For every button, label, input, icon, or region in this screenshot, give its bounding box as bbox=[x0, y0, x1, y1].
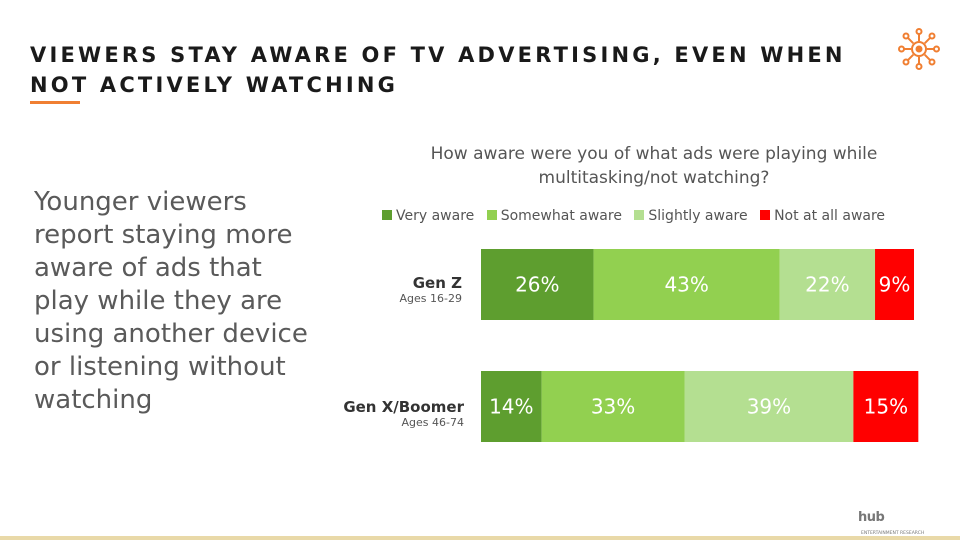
bar-segment-gen-x-boomer-not-at-all-aware bbox=[853, 371, 919, 442]
hub-logo-subtitle: ENTERTAINMENT RESEARCH bbox=[861, 531, 925, 536]
chart-legend: Very aware Somewhat aware Slightly aware… bbox=[382, 208, 942, 228]
data-label-gen-z-not-at-all-aware: 9% bbox=[879, 273, 911, 297]
chart-title: How aware were you of what ads were play… bbox=[430, 144, 878, 188]
data-label-gen-x-boomer-very-aware: 14% bbox=[489, 395, 533, 419]
data-label-gen-z-somewhat-aware: 43% bbox=[664, 273, 708, 297]
legend-label: Not at all aware bbox=[774, 208, 886, 224]
footer-rule bbox=[0, 536, 960, 540]
category-name: Gen X/Boomer bbox=[343, 398, 464, 416]
bar-segment-gen-z-somewhat-aware bbox=[593, 249, 780, 320]
legend-swatch bbox=[382, 210, 392, 220]
data-label-gen-x-boomer-somewhat-aware: 33% bbox=[591, 395, 635, 419]
category-age-range: Ages 16-29 bbox=[399, 292, 462, 305]
legend-swatch bbox=[486, 210, 497, 220]
legend-item-slightly-aware: Slightly aware bbox=[634, 208, 748, 224]
sun-network-icon bbox=[898, 28, 940, 70]
legend-item-not-at-all-aware: Not at all aware bbox=[760, 208, 885, 224]
legend-item-very-aware: Very aware bbox=[382, 208, 474, 224]
category-name: Gen Z bbox=[412, 274, 462, 292]
bar-segment-gen-z-not-at-all-aware bbox=[875, 249, 914, 320]
title-underline bbox=[30, 101, 80, 104]
bar-segment-gen-z-slightly-aware bbox=[779, 249, 876, 320]
key-insight-text: Younger viewers report staying more awar… bbox=[34, 187, 308, 415]
legend-label: Somewhat aware bbox=[500, 208, 622, 224]
slide-title: VIEWERS STAY AWARE OF TV ADVERTISING, EV… bbox=[30, 43, 846, 97]
legend-item-somewhat-aware: Somewhat aware bbox=[486, 208, 622, 224]
hub-logo-wordmark: hub bbox=[858, 510, 885, 525]
bar-segment-gen-x-boomer-slightly-aware bbox=[684, 371, 854, 442]
data-label-gen-x-boomer-not-at-all-aware: 15% bbox=[864, 395, 908, 419]
legend-swatch bbox=[634, 210, 645, 220]
legend-label: Slightly aware bbox=[648, 208, 748, 224]
data-label-gen-z-very-aware: 26% bbox=[515, 273, 559, 297]
data-label-gen-x-boomer-slightly-aware: 39% bbox=[747, 395, 791, 419]
bar-segment-gen-x-boomer-somewhat-aware bbox=[541, 371, 685, 442]
data-label-gen-z-slightly-aware: 22% bbox=[805, 273, 849, 297]
bar-segment-gen-x-boomer-very-aware bbox=[481, 371, 542, 442]
bar-segment-gen-z-very-aware bbox=[481, 249, 594, 320]
category-age-range: Ages 46-74 bbox=[401, 416, 464, 429]
category-label-gen-x-boomer: Gen X/Boomer Ages 46-74 bbox=[264, 398, 464, 430]
category-label-gen-z: Gen Z Ages 16-29 bbox=[262, 274, 462, 306]
legend-swatch bbox=[760, 210, 771, 220]
hub-logo: hub ENTERTAINMENT RESEARCH bbox=[858, 510, 940, 536]
legend-label: Very aware bbox=[396, 208, 475, 224]
